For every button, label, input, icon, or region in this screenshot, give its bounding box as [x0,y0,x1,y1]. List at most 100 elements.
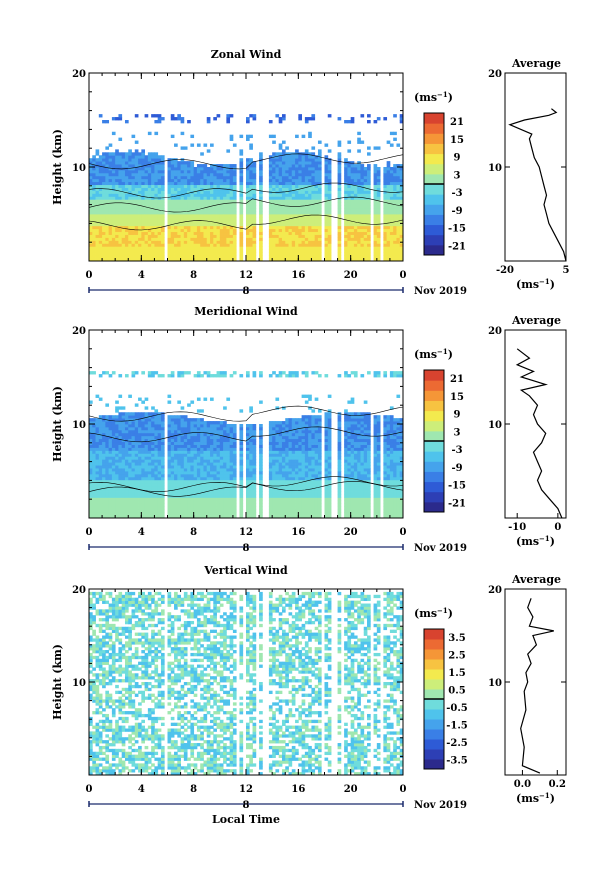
heatmap-cell [187,222,191,227]
heatmap-cell [360,228,365,233]
heatmap-cell [324,231,329,235]
heatmap-cell [344,211,348,215]
heatmap-cell [252,494,257,498]
heatmap-cell [327,228,332,233]
heatmap-cell [213,240,217,244]
heatmap-cell [105,479,110,484]
heatmap-cell [180,146,185,150]
heatmap-cell [131,459,136,463]
heatmap-cell [92,462,96,466]
heatmap-cell [337,187,342,191]
heatmap-cell [291,190,296,194]
heatmap-cell [252,255,257,259]
heatmap-cell [200,214,204,218]
heatmap-cell [102,462,106,466]
heatmap-cell [144,225,149,230]
heatmap-cell [193,237,198,241]
heatmap-cell [219,515,224,519]
heatmap-cell [219,509,224,513]
heatmap-cell [259,228,263,233]
heatmap-cell [118,237,123,241]
heatmap-cell [131,231,136,235]
heatmap-cell [157,491,162,495]
heatmap-cell [183,178,188,183]
heatmap-cell [183,471,188,475]
heatmap-cell [170,426,175,431]
heatmap-cell [177,234,181,238]
heatmap-cell [170,193,175,197]
heatmap-cell [174,231,178,235]
heatmap-cell [275,196,280,200]
heatmap-cell [386,252,391,256]
heatmap-cell [174,237,178,241]
heatmap-cell [389,184,394,188]
heatmap-cell [177,249,181,253]
heatmap-cell [118,482,123,487]
heatmap-cell [183,234,188,238]
heatmap-cell [206,196,211,200]
heatmap-cell [193,202,198,206]
heatmap-cell [154,459,159,463]
heatmap-cell [285,246,289,250]
heatmap-cell [138,202,142,206]
heatmap-cell [160,515,165,519]
heatmap-cell [95,441,100,445]
heatmap-cell [396,249,401,253]
heatmap-cell [190,172,195,177]
heatmap-cell [170,240,175,244]
heatmap-cell [167,450,172,454]
heatmap-cell [131,193,136,197]
heatmap-cell [226,114,231,118]
heatmap-cell [203,444,208,448]
heatmap-cell [190,426,195,431]
heatmap-cell [210,485,214,490]
heatmap-cell [108,462,113,466]
heatmap-cell [363,208,368,212]
heatmap-cell [383,258,388,262]
heatmap-cell [268,164,273,168]
heatmap-cell [105,371,110,375]
heatmap-cell [383,167,388,171]
heatmap-cell [102,468,106,472]
heatmap-cell [226,497,231,501]
heatmap-cell [350,249,355,253]
heatmap-cell [327,222,332,227]
heatmap-cell [151,506,155,510]
heatmap-cell [259,219,263,224]
heatmap-cell [252,219,257,224]
heatmap-cell [174,435,178,440]
heatmap-cell [301,175,306,180]
heatmap-cell [399,219,404,224]
heatmap-cell [134,152,139,156]
heatmap-cell [252,465,257,469]
heatmap-cell [111,459,116,463]
heatmap-cell [393,164,397,168]
heatmap-cell [285,205,289,209]
heatmap-cell [102,167,106,171]
heatmap-cell [259,214,263,218]
heatmap-cell [278,164,283,168]
heatmap-cell [213,456,217,460]
heatmap-cell [203,231,208,235]
heatmap-cell [144,211,149,215]
heatmap-cell [226,252,231,256]
heatmap-cell [304,199,309,203]
heatmap-cell [268,231,273,235]
heatmap-cell [200,164,204,168]
heatmap-cell [170,435,175,440]
heatmap-cell [128,471,132,475]
heatmap-cell [249,465,253,469]
heatmap-cell [389,216,394,221]
heatmap-cell [223,476,227,481]
heatmap-cell [252,167,257,171]
heatmap-cell [144,509,149,513]
heatmap-cell [239,172,244,177]
heatmap-cell [157,485,162,490]
heatmap-cell [170,258,175,262]
heatmap-cell [203,255,208,259]
heatmap-cell [196,488,201,492]
heatmap-cell [105,482,110,487]
heatmap-cell [102,252,106,256]
heatmap-cell [259,211,263,215]
heatmap-cell [344,164,348,168]
